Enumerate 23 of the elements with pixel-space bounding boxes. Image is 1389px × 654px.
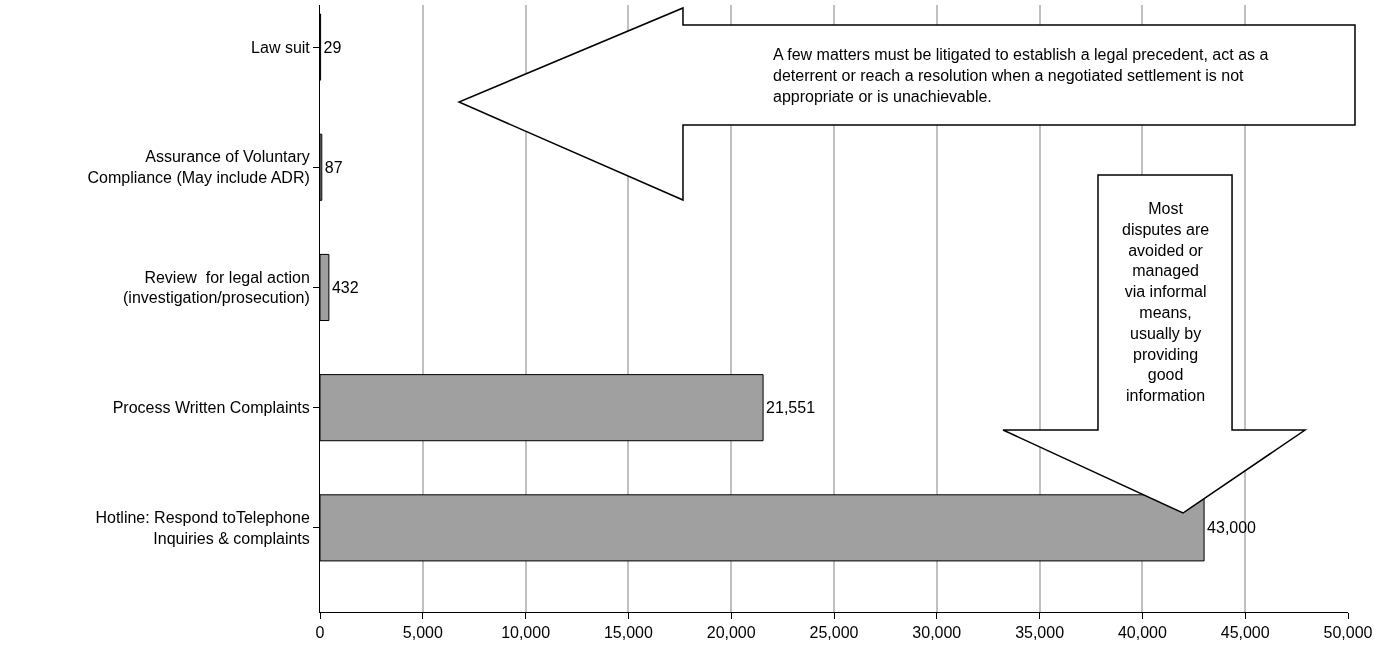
text: Most disputes are avoided or managed via informal means, usually by providing good information <box>1122 200 1210 405</box>
data-label: 43,000 <box>1207 519 1257 537</box>
data-label: 21,551 <box>766 399 816 417</box>
x-tick-label: 0 <box>315 624 325 642</box>
y-tick-label: Process Written Complaints <box>112 399 310 417</box>
annotation: A few matters must be litigated to establish a legal precedent, act as a deterrent or reach a resolution when a negotiated settlement is not appropriate or is unachievable. <box>773 46 1269 105</box>
x-tick-label: 30,000 <box>912 624 962 642</box>
x-tick-label: 45,000 <box>1220 624 1270 642</box>
x-tick-label: 50,000 <box>1323 624 1373 642</box>
x-tick-label: 40,000 <box>1117 624 1167 642</box>
y-tick-label: Review for legal action (investigation/prosecution) <box>123 268 310 307</box>
data-label: 29 <box>323 38 342 56</box>
y-tick-label: Assurance of Voluntary Compliance (May include ADR) <box>87 148 310 187</box>
data-label: 432 <box>331 278 359 296</box>
x-tick-label: 5,000 <box>402 624 443 642</box>
x-tick-label: 35,000 <box>1015 624 1065 642</box>
x-tick-label: 15,000 <box>603 624 653 642</box>
x-tick-label: 10,000 <box>501 624 551 642</box>
data-label: 87 <box>324 158 343 176</box>
y-tick-label: Hotline: Respond toTelephone Inquiries & complaints <box>95 509 310 547</box>
y-tick-label: Law suit <box>251 38 311 56</box>
x-tick-label: 25,000 <box>809 624 859 642</box>
x-tick-label: 20,000 <box>706 624 756 642</box>
